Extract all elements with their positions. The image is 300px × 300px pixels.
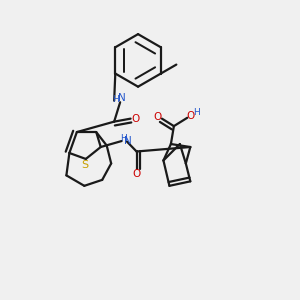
Text: O: O (154, 112, 162, 122)
Text: N: N (118, 93, 125, 103)
Text: O: O (131, 114, 139, 124)
Text: H: H (194, 109, 200, 118)
Text: N: N (124, 136, 132, 146)
Text: H: H (120, 134, 127, 143)
Text: O: O (186, 111, 194, 121)
Text: H: H (112, 95, 119, 104)
Text: O: O (132, 169, 141, 179)
Text: S: S (82, 160, 89, 170)
